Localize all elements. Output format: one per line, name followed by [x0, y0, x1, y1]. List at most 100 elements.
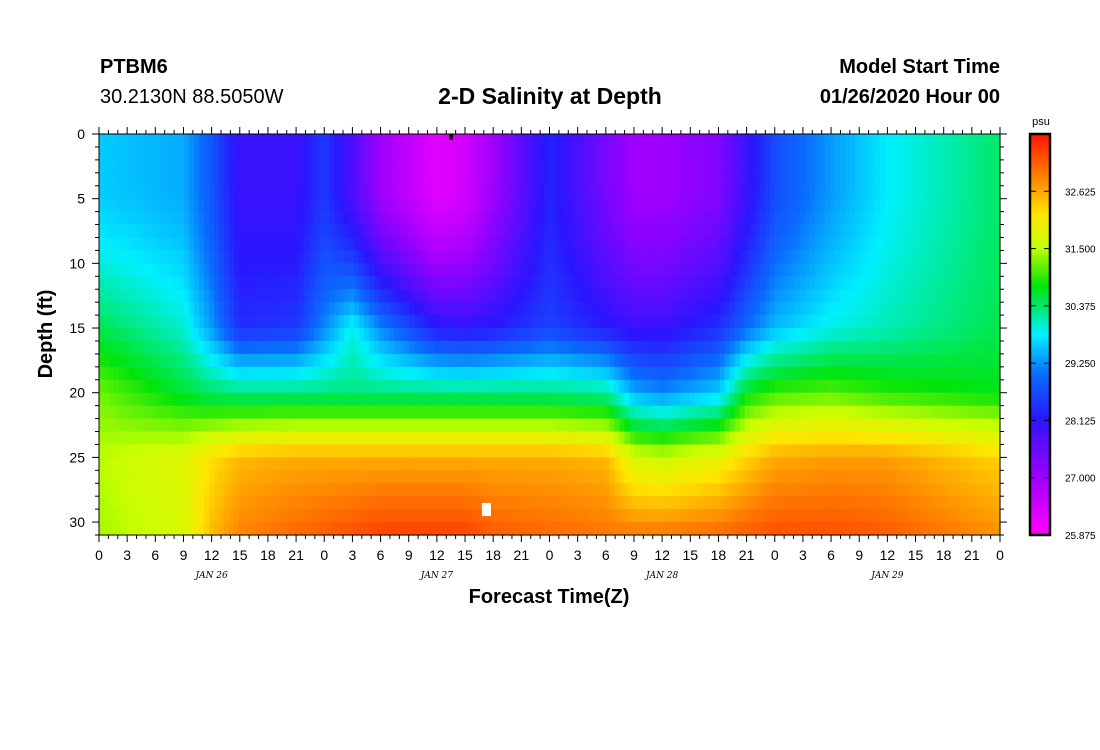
heatmap-cell	[349, 302, 355, 316]
heatmap-cell	[134, 224, 140, 239]
heatmap-cell	[814, 444, 821, 458]
heatmap-cell	[309, 457, 315, 471]
heatmap-cell	[944, 431, 951, 446]
heatmap-cell	[404, 224, 410, 239]
heatmap-cell	[849, 302, 856, 316]
heatmap-cell	[219, 250, 225, 264]
heatmap-cell	[489, 353, 496, 368]
heatmap-cell	[934, 263, 941, 277]
heatmap-cell	[309, 405, 315, 420]
heatmap-cell	[599, 340, 606, 355]
heatmap-cell	[464, 172, 471, 187]
heatmap-cell	[674, 405, 681, 420]
heatmap-cell	[449, 392, 455, 407]
heatmap-cell	[219, 418, 225, 433]
heatmap-cell	[364, 276, 370, 290]
heatmap-cell	[724, 250, 731, 264]
heatmap-cell	[684, 237, 691, 252]
heatmap-cell	[299, 263, 305, 277]
heatmap-cell	[704, 211, 711, 226]
heatmap-cell	[319, 134, 325, 148]
heatmap-cell	[229, 483, 235, 497]
heatmap-cell	[214, 250, 220, 264]
heatmap-cell	[659, 483, 666, 497]
heatmap-cell	[279, 431, 285, 446]
heatmap-cell	[689, 185, 696, 200]
heatmap-cell	[244, 392, 250, 407]
heatmap-cell	[959, 224, 966, 239]
heatmap-cell	[349, 172, 355, 187]
heatmap-cell	[104, 250, 110, 264]
heatmap-cell	[869, 405, 876, 420]
heatmap-cell	[849, 146, 856, 161]
heatmap-cell	[629, 276, 636, 290]
heatmap-cell	[439, 289, 445, 303]
heatmap-cell	[319, 198, 325, 213]
heatmap-cell	[384, 172, 390, 187]
heatmap-cell	[374, 263, 380, 277]
heatmap-cell	[474, 366, 481, 381]
heatmap-cell	[729, 328, 736, 342]
heatmap-cell	[439, 366, 445, 381]
heatmap-cell	[669, 146, 676, 161]
heatmap-cell	[609, 444, 616, 458]
heatmap-cell	[349, 353, 355, 368]
heatmap-cell	[289, 224, 295, 239]
heatmap-cell	[219, 302, 225, 316]
heatmap-cell	[994, 431, 1001, 446]
heatmap-cell	[804, 366, 811, 381]
heatmap-cell	[209, 250, 215, 264]
heatmap-cell	[714, 366, 721, 381]
heatmap-cell	[149, 483, 155, 497]
heatmap-cell	[299, 366, 305, 381]
heatmap-cell	[839, 185, 846, 200]
heatmap-cell	[419, 237, 425, 252]
heatmap-cell	[929, 159, 936, 174]
heatmap-cell	[474, 328, 481, 342]
heatmap-cell	[244, 302, 250, 316]
heatmap-cell	[119, 379, 125, 394]
heatmap-cell	[614, 172, 621, 187]
heatmap-cell	[114, 276, 120, 290]
heatmap-cell	[264, 276, 270, 290]
heatmap-cell	[834, 276, 841, 290]
heatmap-cell	[159, 198, 165, 213]
heatmap-cell	[654, 185, 661, 200]
heatmap-cell	[389, 250, 395, 264]
heatmap-cell	[409, 353, 415, 368]
heatmap-cell	[749, 392, 756, 407]
heatmap-cell	[774, 328, 781, 342]
heatmap-cell	[739, 366, 746, 381]
heatmap-cell	[669, 289, 676, 303]
heatmap-cell	[684, 211, 691, 226]
heatmap-cell	[179, 457, 185, 471]
heatmap-cell	[494, 302, 501, 316]
heatmap-cell	[814, 328, 821, 342]
heatmap-cell	[569, 276, 576, 290]
heatmap-cell	[399, 483, 405, 497]
heatmap-cell	[829, 457, 836, 471]
heatmap-cell	[734, 483, 741, 497]
heatmap-cell	[784, 159, 791, 174]
heatmap-cell	[129, 250, 135, 264]
heatmap-cell	[944, 302, 951, 316]
heatmap-cell	[624, 366, 631, 381]
heatmap-cell	[109, 185, 115, 200]
heatmap-cell	[369, 224, 375, 239]
heatmap-cell	[689, 172, 696, 187]
heatmap-cell	[399, 134, 405, 148]
heatmap-cell	[504, 405, 511, 420]
heatmap-cell	[989, 353, 996, 368]
heatmap-cell	[534, 353, 541, 368]
heatmap-cell	[594, 366, 601, 381]
heatmap-cell	[429, 418, 435, 433]
heatmap-cell	[974, 263, 981, 277]
heatmap-cell	[254, 302, 260, 316]
heatmap-cell	[849, 172, 856, 187]
heatmap-cell	[684, 198, 691, 213]
heatmap-cell	[879, 134, 886, 148]
heatmap-cell	[444, 340, 450, 355]
heatmap-cell	[839, 315, 846, 329]
heatmap-cell	[219, 379, 225, 394]
heatmap-cell	[649, 211, 656, 226]
